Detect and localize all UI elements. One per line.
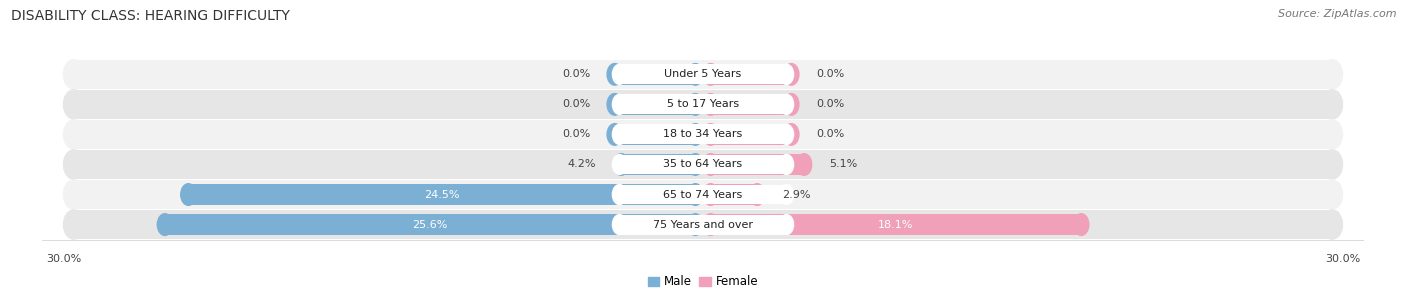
Circle shape xyxy=(1322,210,1343,239)
Text: 2.9%: 2.9% xyxy=(782,189,810,199)
Circle shape xyxy=(1322,150,1343,179)
FancyBboxPatch shape xyxy=(710,63,792,85)
Text: 5.1%: 5.1% xyxy=(828,160,858,170)
Text: 18.1%: 18.1% xyxy=(879,220,914,230)
Circle shape xyxy=(63,90,84,119)
Circle shape xyxy=(783,94,799,115)
Circle shape xyxy=(613,95,627,114)
Circle shape xyxy=(63,180,84,209)
Circle shape xyxy=(779,155,793,174)
Circle shape xyxy=(63,210,84,239)
Circle shape xyxy=(779,95,793,114)
FancyBboxPatch shape xyxy=(75,90,1331,119)
FancyBboxPatch shape xyxy=(188,184,696,205)
Circle shape xyxy=(703,94,718,115)
Circle shape xyxy=(613,215,627,235)
Text: 65 to 74 Years: 65 to 74 Years xyxy=(664,189,742,199)
Circle shape xyxy=(779,124,793,144)
Text: 18 to 34 Years: 18 to 34 Years xyxy=(664,129,742,139)
Text: 0.0%: 0.0% xyxy=(562,129,591,139)
FancyBboxPatch shape xyxy=(710,94,792,115)
Circle shape xyxy=(1322,90,1343,119)
FancyBboxPatch shape xyxy=(75,150,1331,179)
Circle shape xyxy=(1322,120,1343,149)
Text: Under 5 Years: Under 5 Years xyxy=(665,69,741,79)
Circle shape xyxy=(783,124,799,145)
Circle shape xyxy=(703,154,718,175)
Text: 25.6%: 25.6% xyxy=(412,220,449,230)
FancyBboxPatch shape xyxy=(614,94,696,115)
Circle shape xyxy=(63,150,84,179)
Circle shape xyxy=(783,63,799,85)
Circle shape xyxy=(688,154,703,175)
FancyBboxPatch shape xyxy=(620,215,786,235)
FancyBboxPatch shape xyxy=(710,154,804,175)
FancyBboxPatch shape xyxy=(710,184,758,205)
FancyBboxPatch shape xyxy=(620,64,786,84)
Circle shape xyxy=(157,214,173,235)
Circle shape xyxy=(613,124,627,144)
Circle shape xyxy=(688,214,703,235)
Text: DISABILITY CLASS: HEARING DIFFICULTY: DISABILITY CLASS: HEARING DIFFICULTY xyxy=(11,9,290,23)
Text: 35 to 64 Years: 35 to 64 Years xyxy=(664,160,742,170)
FancyBboxPatch shape xyxy=(75,60,1331,89)
FancyBboxPatch shape xyxy=(614,63,696,85)
Circle shape xyxy=(1322,180,1343,209)
FancyBboxPatch shape xyxy=(75,180,1331,209)
Text: 0.0%: 0.0% xyxy=(815,129,844,139)
FancyBboxPatch shape xyxy=(620,95,786,114)
Circle shape xyxy=(613,155,627,174)
Circle shape xyxy=(607,124,623,145)
FancyBboxPatch shape xyxy=(614,124,696,145)
FancyBboxPatch shape xyxy=(621,154,696,175)
Text: 24.5%: 24.5% xyxy=(425,189,460,199)
Circle shape xyxy=(703,63,718,85)
Circle shape xyxy=(613,154,628,175)
Circle shape xyxy=(779,215,793,235)
Circle shape xyxy=(779,64,793,84)
Circle shape xyxy=(688,94,703,115)
Circle shape xyxy=(607,94,623,115)
Circle shape xyxy=(688,184,703,205)
Circle shape xyxy=(703,184,718,205)
Circle shape xyxy=(181,184,195,205)
Circle shape xyxy=(63,60,84,89)
Text: 0.0%: 0.0% xyxy=(815,99,844,109)
Circle shape xyxy=(63,120,84,149)
Circle shape xyxy=(749,184,765,205)
FancyBboxPatch shape xyxy=(620,155,786,174)
FancyBboxPatch shape xyxy=(710,124,792,145)
FancyBboxPatch shape xyxy=(620,124,786,144)
FancyBboxPatch shape xyxy=(710,214,1081,235)
Legend: Male, Female: Male, Female xyxy=(648,275,758,289)
FancyBboxPatch shape xyxy=(75,120,1331,149)
Text: 0.0%: 0.0% xyxy=(562,69,591,79)
Circle shape xyxy=(1074,214,1088,235)
FancyBboxPatch shape xyxy=(620,185,786,204)
Circle shape xyxy=(703,214,718,235)
Circle shape xyxy=(779,185,793,204)
FancyBboxPatch shape xyxy=(75,210,1331,239)
Text: Source: ZipAtlas.com: Source: ZipAtlas.com xyxy=(1278,9,1396,19)
Circle shape xyxy=(688,63,703,85)
FancyBboxPatch shape xyxy=(165,214,696,235)
Text: 0.0%: 0.0% xyxy=(562,99,591,109)
Circle shape xyxy=(1322,60,1343,89)
Circle shape xyxy=(688,124,703,145)
Circle shape xyxy=(613,64,627,84)
Text: 75 Years and over: 75 Years and over xyxy=(652,220,754,230)
Circle shape xyxy=(613,185,627,204)
Circle shape xyxy=(703,124,718,145)
Circle shape xyxy=(796,154,811,175)
Text: 0.0%: 0.0% xyxy=(815,69,844,79)
Text: 5 to 17 Years: 5 to 17 Years xyxy=(666,99,740,109)
Text: 4.2%: 4.2% xyxy=(568,160,596,170)
Circle shape xyxy=(607,63,623,85)
